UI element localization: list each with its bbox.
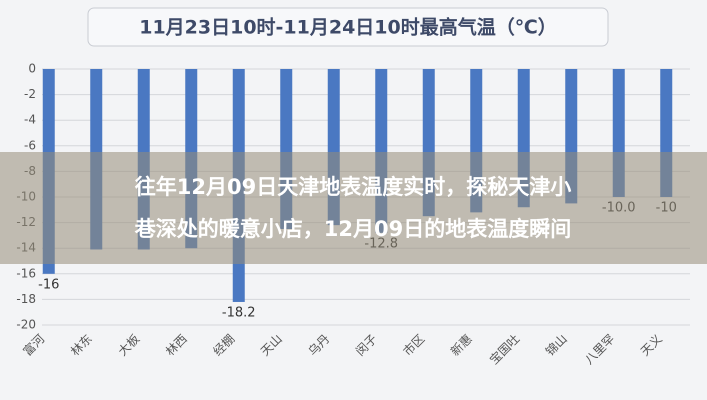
y-tick-label: -20 — [16, 318, 36, 332]
x-tick-label: 八里罕 — [582, 332, 617, 367]
x-tick-label: 大板 — [115, 332, 142, 359]
value-label: -18.2 — [222, 305, 256, 320]
y-tick-label: -2 — [24, 87, 36, 101]
y-tick-label: -18 — [16, 292, 36, 306]
x-tick-label: 闵子 — [352, 331, 380, 359]
x-tick-label: 锦山 — [543, 332, 570, 359]
value-label: -16 — [38, 277, 59, 292]
x-tick-label: 天山 — [258, 332, 285, 359]
overlay-text: 巷深处的暖意小店，12月09日的地表温度瞬间 — [134, 217, 571, 241]
x-tick-label: 林西 — [163, 332, 190, 359]
overlay-band — [0, 152, 707, 264]
x-tick-label: 乌丹 — [305, 331, 333, 359]
x-tick-label: 富河 — [20, 331, 48, 359]
y-tick-label: -6 — [24, 138, 36, 152]
x-tick-label: 经棚 — [210, 331, 238, 359]
x-tick-label: 林东 — [68, 332, 95, 359]
title-box — [87, 7, 609, 47]
y-tick-label: -4 — [24, 113, 36, 127]
overlay-text: 往年12月09日天津地表温度实时，探秘天津小 — [135, 175, 571, 199]
x-tick-label: 新惠 — [447, 331, 475, 359]
y-tick-label: -16 — [16, 266, 36, 280]
x-tick-label: 宝国吐 — [487, 332, 522, 367]
x-tick-label: 天义 — [638, 332, 665, 359]
y-tick-label: 0 — [28, 62, 36, 76]
chart-title: 11月23日10时-11月24日10时最高气温（℃） — [139, 16, 557, 39]
x-tick-label: 市区 — [400, 331, 428, 359]
